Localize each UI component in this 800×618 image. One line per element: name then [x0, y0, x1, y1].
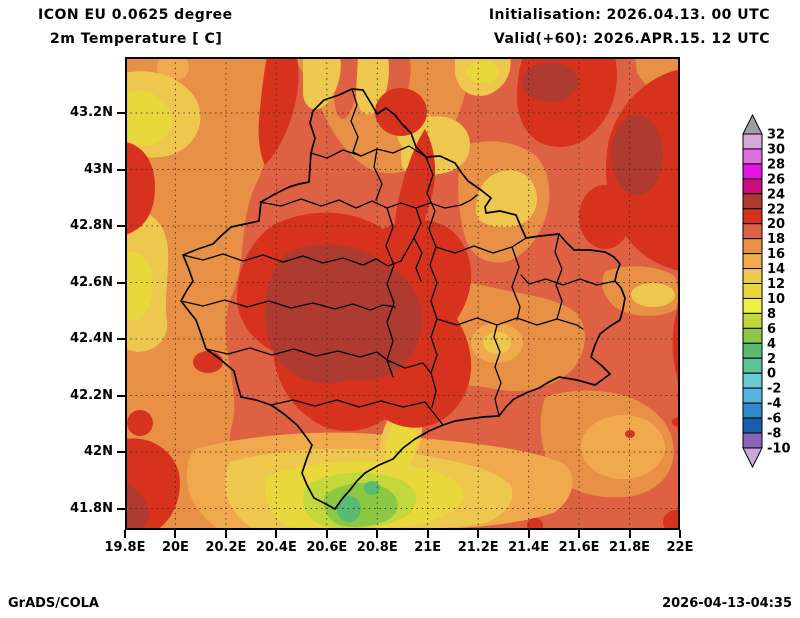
colorbar-cell	[742, 312, 763, 329]
colorbar-cell	[742, 193, 763, 210]
colorbar-arrow-down	[742, 447, 763, 469]
x-axis-label: 20.2E	[205, 540, 247, 555]
colorbar-label: -8	[767, 427, 781, 442]
x-axis-tick	[628, 530, 631, 538]
colorbar-label: 2	[767, 352, 776, 367]
colorbar-cell	[742, 357, 763, 374]
x-axis-label: 21.4E	[508, 540, 550, 555]
creation-timestamp: 2026-04-13-04:35	[662, 596, 792, 611]
x-axis-tick	[325, 530, 328, 538]
y-axis-tick	[117, 507, 125, 510]
x-axis-label: 21.8E	[609, 540, 651, 555]
y-axis-tick	[117, 394, 125, 397]
x-axis-label: 21.2E	[457, 540, 499, 555]
colorbar-cell	[742, 253, 763, 270]
x-axis-label: 20.4E	[255, 540, 297, 555]
colorbar-label: 30	[767, 142, 785, 157]
y-axis-tick	[117, 112, 125, 114]
x-axis-tick	[527, 530, 530, 538]
x-axis-tick	[477, 530, 480, 538]
initialisation-time: Initialisation: 2026.04.13. 00 UTC	[488, 7, 770, 23]
colorbar-label: 26	[767, 172, 785, 187]
colorbar-label: -6	[767, 412, 781, 427]
grads-credit: GrADS/COLA	[8, 596, 99, 611]
colorbar-cell	[742, 268, 763, 285]
x-axis-tick	[376, 530, 379, 538]
colorbar-cell	[742, 283, 763, 299]
y-axis-label: 42.2N	[70, 387, 113, 403]
y-axis-label: 43.2N	[70, 105, 113, 120]
colorbar-cell	[742, 133, 763, 150]
colorbar-label: 0	[767, 367, 776, 382]
grid-lines	[125, 57, 680, 530]
y-axis-label: 42.8N	[70, 218, 113, 233]
x-axis-label: 19.8E	[104, 540, 146, 555]
colorbar-label: -4	[767, 397, 781, 412]
colorbar-label: 4	[767, 337, 776, 352]
temperature-map	[125, 57, 680, 530]
colorbar-cell	[742, 163, 763, 180]
x-axis-label: 20.8E	[356, 540, 398, 555]
x-axis-tick	[174, 530, 177, 538]
x-axis-tick	[679, 530, 681, 538]
colorbar-label: 28	[767, 157, 785, 172]
y-axis-tick	[117, 338, 125, 340]
colorbar-cell	[742, 387, 763, 404]
colorbar-cell	[742, 178, 763, 195]
model-title: ICON EU 0.0625 degree	[38, 7, 233, 23]
colorbar-label: 10	[767, 292, 785, 307]
colorbar-label: 8	[767, 307, 776, 322]
colorbar-label: 22	[767, 202, 785, 217]
colorbar-cell	[742, 432, 763, 449]
colorbar-label: 14	[767, 262, 785, 277]
colorbar-cell	[742, 372, 763, 389]
colorbar-label: -10	[767, 441, 791, 456]
x-axis-tick	[275, 530, 278, 538]
colorbar-cell	[742, 208, 763, 225]
colorbar-label: 12	[767, 277, 785, 292]
x-axis-tick	[124, 530, 126, 538]
colorbar-label: 20	[767, 217, 785, 232]
y-axis-label: 43N	[84, 161, 113, 177]
variable-title: 2m Temperature [ C]	[50, 31, 223, 47]
y-axis-tick	[117, 168, 125, 171]
colorbar-cell	[742, 402, 763, 419]
y-axis-label: 42N	[84, 444, 113, 459]
colorbar-cell	[742, 297, 763, 314]
y-axis-label: 42.6N	[70, 274, 113, 290]
x-axis-label: 21.6E	[558, 540, 600, 555]
colorbar: 32 30 28 26 24 22 20 18 16 14 12 10 8 6 4 2 0 -2 -4 -6 -8 -10	[741, 112, 800, 484]
colorbar-label: 18	[767, 232, 785, 247]
y-axis-tick	[117, 451, 125, 453]
colorbar-arrow-up	[742, 113, 763, 135]
colorbar-label: 24	[767, 187, 785, 202]
colorbar-cell	[742, 327, 763, 344]
x-axis-label: 20.6E	[306, 540, 348, 555]
colorbar-cell	[742, 417, 763, 434]
colorbar-label: 6	[767, 322, 776, 337]
x-axis-tick	[578, 530, 581, 538]
valid-time: Valid(+60): 2026.APR.15. 12 UTC	[493, 31, 770, 47]
map-frame	[125, 57, 680, 530]
x-axis-label: 22E	[666, 540, 694, 555]
temperature-shaded-field	[125, 57, 680, 530]
kosovo-borders	[180, 88, 626, 510]
x-axis-tick	[426, 530, 429, 538]
colorbar-cell	[742, 238, 763, 255]
colorbar-cell	[742, 148, 763, 165]
y-axis-tick	[117, 225, 125, 227]
x-axis-tick	[224, 530, 227, 538]
colorbar-label: 16	[767, 247, 785, 262]
x-axis-label: 20E	[161, 540, 189, 555]
colorbar-label: -2	[767, 382, 781, 397]
y-axis-tick	[117, 281, 125, 284]
colorbar-cell	[742, 223, 763, 240]
y-axis-label: 42.4N	[70, 331, 113, 346]
colorbar-cell	[742, 342, 763, 359]
y-axis-label: 41.8N	[70, 500, 113, 516]
x-axis-label: 21E	[414, 540, 442, 555]
colorbar-label: 32	[767, 128, 785, 143]
